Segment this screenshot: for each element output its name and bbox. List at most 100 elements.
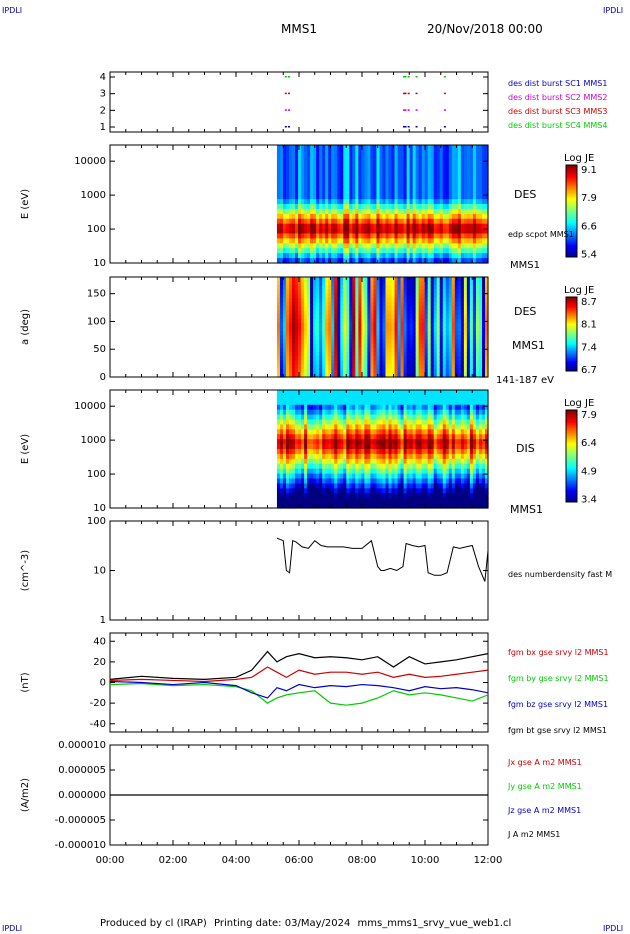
panel-2-heatmap-cell [475, 331, 480, 336]
panel-1-heatmap-cell [322, 174, 326, 181]
panel-3-heatmap-cell [436, 449, 441, 455]
panel-2-heatmap-cell [412, 285, 417, 291]
panel-2-heatmap-cell [445, 277, 450, 282]
panel-1-heatmap-cell [439, 208, 444, 215]
panel-2-heatmap-cell [478, 347, 483, 353]
panel-1-heatmap-cell [370, 258, 375, 264]
panel-2-heatmap-cell [430, 302, 435, 307]
panel-2-heatmap-cell [313, 368, 317, 374]
panel-2-heatmap-cell [298, 368, 302, 374]
panel-2-heatmap-cell [364, 356, 368, 361]
panel-2-heatmap-cell [412, 310, 417, 316]
panel-1-heatmap-cell [346, 213, 350, 220]
panel-2-heatmap-cell [304, 322, 308, 328]
panel-2-ytick-label: 0 [100, 372, 106, 383]
panel-1-heatmap-cell [316, 164, 320, 171]
panel-1-heatmap-cell [472, 149, 477, 156]
panel-3-heatmap-cell [382, 483, 387, 489]
panel-3-heatmap-cell [388, 419, 393, 426]
panel-3-heatmap-cell [382, 399, 387, 406]
panel-3-heatmap-cell [337, 478, 341, 485]
panel-1-heatmap-cell [475, 164, 480, 171]
panel-1-heatmap-cell [292, 145, 296, 151]
panel-1-heatmap-cell [310, 159, 314, 166]
panel-1-heatmap-cell [358, 228, 362, 235]
panel-1-heatmap-cell [451, 213, 456, 220]
panel-2-heatmap-cell [484, 343, 489, 349]
panel-3-heatmap-cell [289, 488, 293, 494]
panel-3-heatmap-cell [319, 439, 323, 445]
panel-3-heatmap-cell [403, 419, 408, 426]
panel-2-heatmap-cell [358, 277, 362, 282]
panel-1-heatmap [276, 145, 489, 264]
panel-2-heatmap-cell [285, 352, 290, 357]
panel-1-heatmap-cell [472, 253, 477, 259]
panel-2-heatmap-cell [439, 331, 444, 336]
panel-2-heatmap-cell [466, 289, 471, 295]
panel-2-heatmap-cell [334, 327, 338, 332]
panel-3-heatmap-cell [424, 503, 429, 509]
panel-1-heatmap-cell [358, 145, 362, 151]
panel-3-heatmap-cell [310, 429, 314, 435]
panel-3-heatmap-cell [319, 429, 323, 435]
panel-3-heatmap-cell [355, 444, 359, 450]
panel-3-heatmap-cell [436, 429, 441, 435]
panel-3-heatmap-cell [334, 473, 338, 480]
panel-3-heatmap-cell [292, 394, 296, 401]
panel-2-heatmap-cell [436, 352, 441, 357]
panel-1-heatmap-cell [463, 184, 468, 190]
panel-2-heatmap-cell [367, 310, 372, 316]
panel-2-heatmap-cell [463, 302, 468, 307]
panel-2-heatmap-cell [457, 368, 462, 374]
panel-2-heatmap-cell [346, 314, 350, 320]
panel-3-heatmap-cell [397, 498, 402, 504]
panel-3-heatmap-cell [346, 399, 350, 406]
panel-2-heatmap-cell [379, 289, 384, 295]
panel-1-heatmap-cell [403, 228, 408, 235]
panel-3-heatmap-cell [343, 414, 347, 421]
panel-1-heatmap-cell [373, 258, 378, 264]
panel-3-heatmap-cell [340, 473, 344, 480]
panel-2-heatmap-cell [382, 335, 387, 341]
panel-3-heatmap-cell [304, 439, 308, 445]
panel-2-heatmap-cell [376, 347, 381, 353]
panel-1-heatmap-cell [406, 149, 411, 156]
panel-1-heatmap-cell [325, 145, 329, 151]
panel-1-heatmap-cell [409, 194, 414, 200]
panel-2-heatmap-cell [289, 360, 293, 366]
panel-3-heatmap-cell [298, 390, 302, 396]
panel-3-heatmap-cell [409, 439, 414, 445]
panel-1-heatmap-cell [433, 194, 438, 200]
panel-3-heatmap-cell [346, 478, 350, 485]
panel-1-heatmap-cell [472, 233, 477, 240]
panel-2-heatmap-cell [469, 343, 474, 349]
panel-3-heatmap-cell [394, 473, 399, 480]
panel-2-heatmap-cell [319, 343, 323, 349]
panel-2-heatmap-cell [328, 322, 332, 328]
panel-3-heatmap-cell [328, 453, 332, 460]
panel-2-heatmap-cell [466, 327, 471, 332]
panel-3-heatmap-cell [331, 424, 335, 430]
panel-3-heatmap-cell [313, 449, 317, 455]
panel-2-heatmap-cell [379, 306, 384, 311]
panel-3-heatmap-cell [313, 429, 317, 435]
panel-3-heatmap-cell [355, 424, 359, 430]
panel-1-heatmap-cell [301, 223, 305, 230]
panel-1-heatmap-cell [454, 154, 459, 161]
panel-2-heatmap-cell [466, 297, 471, 303]
panel-3-heatmap-cell [352, 429, 356, 435]
panel-0-burst-mark [402, 92, 405, 95]
panel-1-heatmap-cell [403, 253, 408, 259]
panel-1-heatmap-cell [331, 149, 335, 156]
panel-2-heatmap-cell [439, 352, 444, 357]
panel-3-heatmap-cell [295, 419, 299, 426]
panel-1-heatmap-cell [406, 223, 411, 230]
panel-3-heatmap-cell [349, 478, 353, 485]
panel-3-heatmap-cell [412, 473, 417, 480]
panel-2-heatmap-cell [397, 293, 402, 299]
panel-1-heatmap-cell [478, 228, 483, 235]
panel-3-heatmap-cell [343, 429, 347, 435]
panel-2-heatmap-cell [388, 364, 393, 370]
panel-1-heatmap-cell [391, 194, 396, 200]
panel-0-ytick-label: 2 [100, 105, 106, 116]
